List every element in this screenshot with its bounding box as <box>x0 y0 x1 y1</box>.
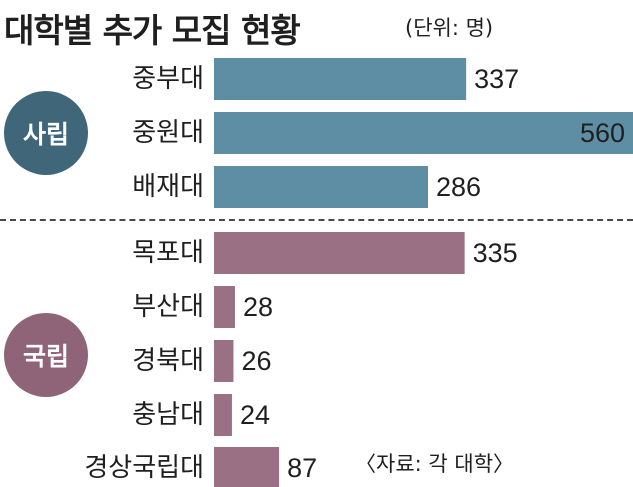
value-label: 26 <box>241 346 271 376</box>
category-label: 경상국립대 <box>84 453 204 483</box>
bar <box>214 232 465 274</box>
bar <box>214 340 234 382</box>
category-label: 중원대 <box>132 118 204 148</box>
unit-note: (단위: 명) <box>405 16 494 40</box>
bar <box>214 286 235 328</box>
bar <box>214 394 232 436</box>
value-label: 87 <box>287 453 317 483</box>
value-label: 24 <box>240 400 270 430</box>
value-label: 286 <box>436 172 481 202</box>
group-divider <box>0 219 633 221</box>
value-label: 335 <box>473 238 518 268</box>
category-label: 배재대 <box>132 172 204 202</box>
group-badge-private: 사립 <box>4 91 88 175</box>
category-label: 경북대 <box>132 346 204 376</box>
bar <box>214 447 280 487</box>
bar <box>214 58 467 100</box>
value-label: 28 <box>243 292 273 322</box>
value-label: 560 <box>580 118 625 148</box>
bar <box>214 166 428 208</box>
bar <box>214 112 633 154</box>
value-label: 337 <box>474 64 519 94</box>
category-label: 목포대 <box>132 238 204 268</box>
category-label: 부산대 <box>132 292 204 322</box>
category-label: 중부대 <box>132 64 204 94</box>
category-label: 충남대 <box>132 400 204 430</box>
source-note: 〈자료: 각 대학〉 <box>355 452 515 476</box>
group-badge-national: 국립 <box>4 313 88 397</box>
chart-title: 대학별 추가 모집 현황 <box>4 11 301 50</box>
